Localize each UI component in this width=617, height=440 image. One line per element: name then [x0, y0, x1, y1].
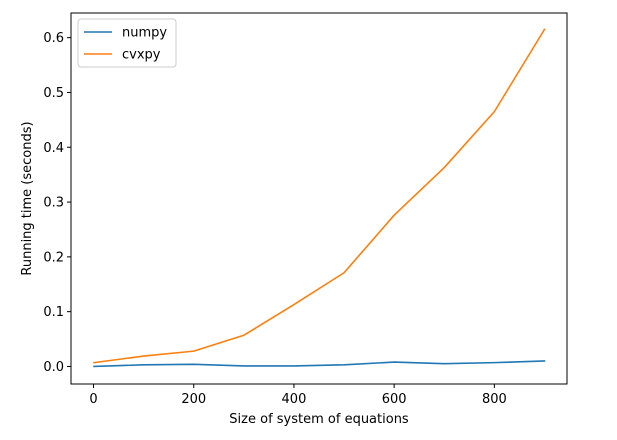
y-axis-ticks: 0.0 0.1 0.2 0.3 0.4 0.5 0.6 — [43, 31, 71, 375]
plot-frame — [70, 12, 568, 385]
x-tick-label: 200 — [181, 392, 206, 407]
x-tick-label: 400 — [282, 392, 307, 407]
y-tick-label: 0.3 — [43, 196, 64, 211]
legend: numpy cvxpy — [77, 18, 177, 68]
series-line-cvxpy — [93, 28, 546, 364]
x-axis-ticks: 0 200 400 600 800 — [89, 384, 507, 407]
series-layer — [93, 28, 546, 368]
y-tick-label: 0.5 — [43, 86, 64, 101]
y-tick-label: 0.2 — [43, 250, 64, 265]
legend-box — [77, 18, 177, 68]
y-tick-label: 0.4 — [43, 141, 64, 156]
y-tick-label: 0.0 — [43, 360, 64, 375]
y-tick-label: 0.1 — [43, 305, 64, 320]
x-tick-label: 0 — [89, 392, 97, 407]
legend-label-cvxpy: cvxpy — [122, 48, 161, 63]
legend-label-numpy: numpy — [122, 26, 167, 41]
series-line-numpy — [93, 360, 546, 368]
y-axis-label: Running time (seconds) — [20, 121, 35, 275]
y-tick-label: 0.6 — [43, 31, 64, 46]
x-tick-label: 600 — [382, 392, 407, 407]
x-axis-label: Size of system of equations — [229, 412, 409, 427]
x-tick-label: 800 — [482, 392, 507, 407]
